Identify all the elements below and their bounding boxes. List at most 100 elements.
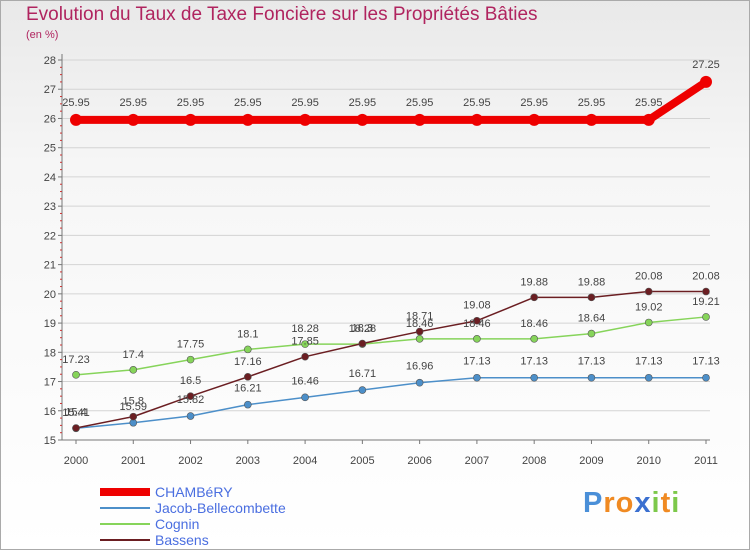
data-label: 20.08 [635,271,663,283]
data-label: 17.4 [123,349,144,361]
series-line [75,290,706,429]
series-line [75,376,706,430]
data-label: 19.88 [520,276,548,288]
data-point [358,339,367,348]
data-label: 18.46 [406,318,434,330]
logo-letter: i [651,487,661,519]
y-tick-label: 22 [44,230,56,242]
series-line [76,78,709,124]
data-label: 25.95 [234,97,262,109]
data-label: 15.8 [123,396,144,408]
x-tick-label: 2001 [121,455,145,467]
data-point [244,400,252,409]
data-point [702,287,710,296]
x-tick-label: 2000 [64,455,88,467]
data-label: 15.59 [120,401,148,413]
data-point [473,335,481,343]
data-point [473,316,481,325]
data-point [644,373,653,382]
x-tick-label: 2008 [522,455,546,467]
y-tick-label: 26 [44,113,56,125]
data-point [415,335,424,343]
data-point [129,412,138,421]
data-label: 18.46 [463,318,491,330]
data-point [473,373,481,382]
logo-letter: t [660,487,672,519]
data-label: 20.08 [692,271,720,283]
data-label: 18.28 [291,323,319,335]
y-tick-label: 20 [44,289,56,301]
x-tick-label: 2006 [407,455,431,467]
data-point [127,113,140,126]
legend-label: CHAMBéRY [155,484,233,500]
data-label: 25.95 [578,97,606,109]
data-point [702,313,710,321]
data-label: 25.95 [520,97,548,109]
logo-letter: i [671,487,681,519]
data-label: 27.25 [692,59,720,71]
x-tick-label: 2009 [579,455,603,467]
data-point [301,352,309,361]
data-label: 15.4 [65,406,86,418]
proxiti-logo: Proxiti [583,487,680,520]
data-label: 19.88 [578,276,606,288]
data-point [184,113,197,126]
chart-title: Evolution du Taux de Taxe Foncière sur l… [26,4,538,25]
data-label: 15.82 [177,394,205,406]
y-tick-label: 16 [44,406,56,418]
data-label: 17.13 [692,356,720,368]
legend-label: Cognin [155,516,200,532]
data-point [415,327,424,336]
data-label: 25.95 [463,97,491,109]
data-label: 16.71 [349,368,377,380]
data-point [70,113,82,126]
legend-label: Bassens [155,532,209,548]
y-tick-label: 25 [44,143,56,155]
data-label: 17.23 [62,354,90,366]
data-point [72,371,80,379]
data-point [530,335,538,343]
data-label: 17.75 [177,339,205,351]
data-label: 18.3 [352,323,373,335]
data-label: 25.95 [406,97,434,109]
data-label: 18.1 [237,328,258,340]
data-point [186,392,195,400]
logo-letter: P [583,487,604,519]
data-point [186,355,195,364]
data-point [530,373,538,382]
logo-letter: o [615,487,635,519]
y-tick-label: 21 [44,260,56,272]
data-point [72,424,80,432]
x-tick-label: 2002 [178,455,202,467]
data-point [530,293,538,302]
legend-line-jacob-bellecombette [100,507,150,509]
data-point [587,373,596,382]
y-tick-label: 18 [44,347,56,359]
data-point [702,373,710,382]
x-tick-label: 2005 [350,455,374,467]
data-point [241,113,254,126]
data-point [528,113,541,126]
data-label: 16.96 [406,361,434,373]
data-label: 19.08 [463,300,491,312]
x-tick-label: 2010 [636,455,660,467]
y-unit-label: (en %) [26,29,59,41]
data-label: 25.95 [291,97,319,109]
data-point [587,329,596,338]
data-point [700,75,712,88]
x-tick-label: 2007 [465,455,489,467]
legend-line-bassens [100,539,150,541]
legend-line-cognin [100,523,150,525]
data-point [186,412,195,420]
x-tick-label: 2003 [236,455,260,467]
series-line [75,316,707,376]
data-label: 18.28 [349,323,377,335]
data-point [587,293,596,302]
y-tick-label: 19 [44,318,56,330]
data-label: 16.5 [180,375,201,387]
data-label: 25.95 [62,97,90,109]
data-label: 17.16 [234,356,262,368]
data-point [470,113,483,126]
data-point [415,378,424,387]
data-label: 18.71 [406,311,434,323]
